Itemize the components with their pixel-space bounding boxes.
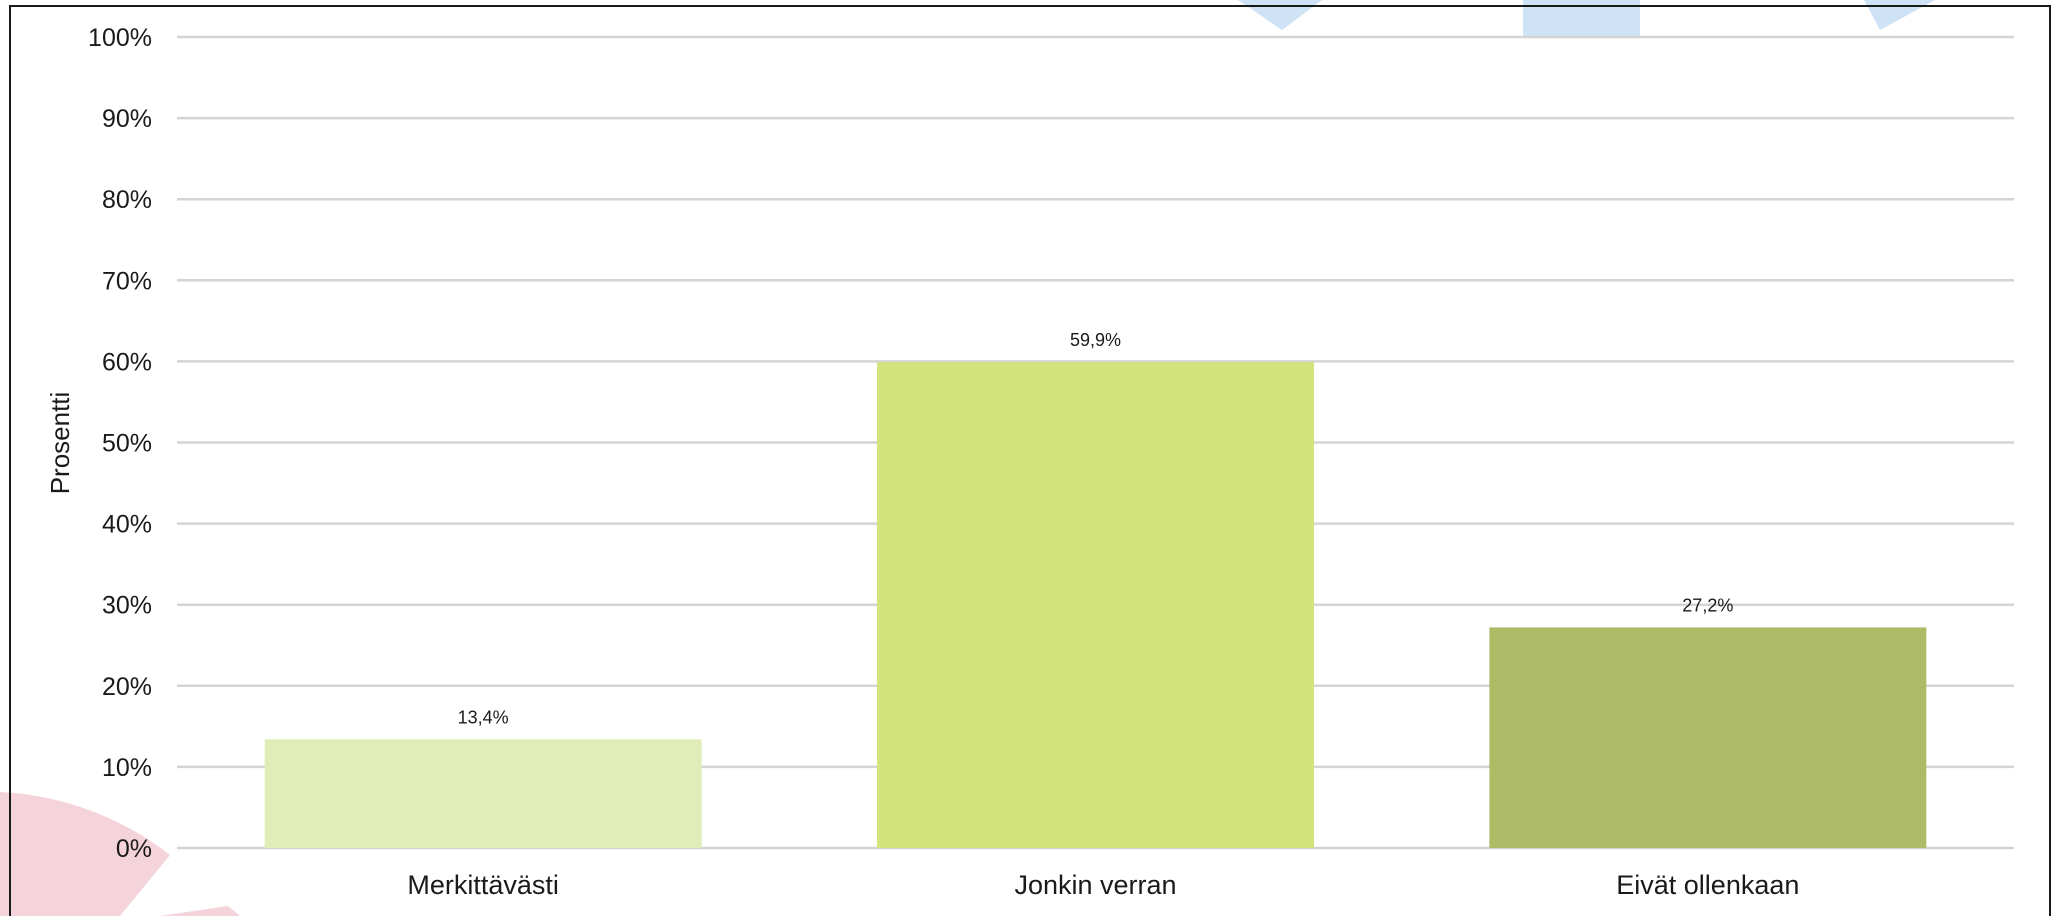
- y-tick-label: 20%: [102, 673, 152, 701]
- y-axis-title: Prosentti: [45, 392, 75, 495]
- data-labels: 13,4% 59,9% 27,2%: [458, 330, 1734, 727]
- bar-value-label: 59,9%: [1070, 330, 1121, 350]
- y-tick-label: 90%: [102, 105, 152, 133]
- bar-value-label: 27,2%: [1682, 595, 1733, 615]
- y-tick-label: 10%: [102, 754, 152, 782]
- blue-wedge-decoration-right: [1864, 0, 1935, 30]
- pink-arc-decoration: [0, 792, 170, 916]
- pink-wedge-decoration: [160, 906, 240, 916]
- x-axis-categories: Merkittävästi Jonkin verran Eivät ollenkaa…: [407, 870, 1799, 900]
- bar: [877, 362, 1314, 848]
- y-tick-label: 80%: [102, 186, 152, 214]
- category-label: Jonkin verran: [1014, 870, 1176, 900]
- bar: [1489, 627, 1927, 848]
- bar: [264, 739, 702, 848]
- y-tick-label: 60%: [102, 348, 152, 376]
- y-tick-label: 50%: [102, 430, 152, 458]
- y-tick-label: 0%: [116, 835, 152, 863]
- blue-wedge-decoration-left: [1238, 0, 1322, 30]
- background-decoration: [0, 0, 1935, 916]
- bars: [264, 362, 1927, 848]
- y-axis-ticks: 0% 10% 20% 30% 40% 50% 60% 70% 80% 90% 100%: [88, 24, 152, 863]
- y-tick-label: 30%: [102, 592, 152, 620]
- bar-value-label: 13,4%: [458, 707, 509, 727]
- category-label: Merkittävästi: [407, 870, 559, 900]
- chart-frame: [9, 5, 2051, 916]
- y-tick-label: 100%: [88, 24, 152, 52]
- y-tick-label: 70%: [102, 267, 152, 295]
- y-tick-label: 40%: [102, 511, 152, 539]
- category-label: Eivät ollenkaan: [1616, 870, 1799, 900]
